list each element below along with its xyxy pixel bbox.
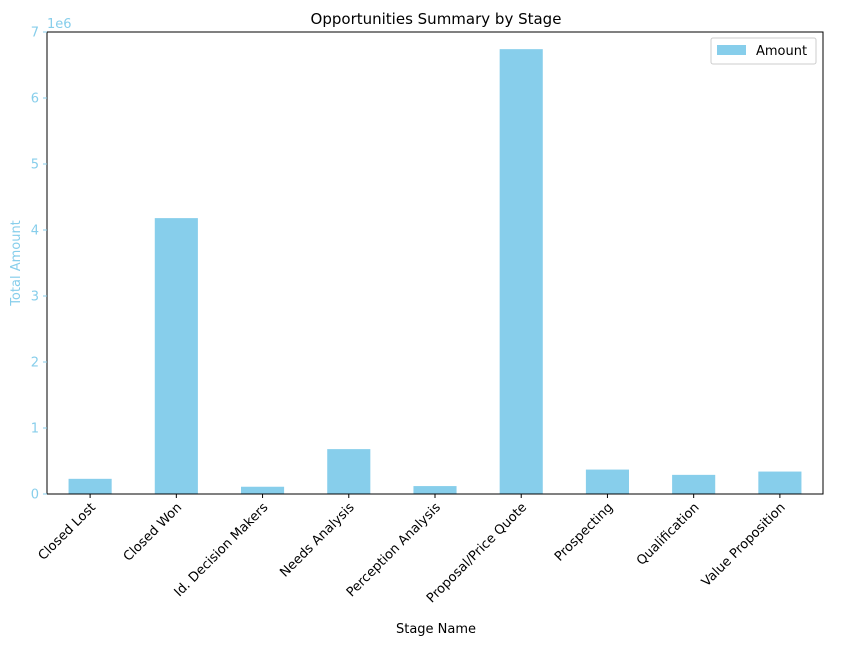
x-tick-label: Closed Won [121, 500, 185, 564]
legend: Amount [710, 37, 817, 65]
bar [585, 469, 629, 494]
x-tick-label: Id. Decision Makers [172, 500, 272, 600]
x-tick-label: Proposal/Price Quote [424, 500, 530, 606]
y-tick-label: 3 [31, 290, 39, 305]
y-tick-label: 1 [31, 422, 39, 437]
bar [758, 471, 802, 494]
x-tick-label: Prospecting [552, 500, 616, 564]
bar [241, 486, 285, 494]
y-tick-label: 2 [31, 356, 39, 371]
legend-label: Amount [756, 44, 807, 59]
bar [672, 474, 716, 494]
bar [499, 49, 543, 494]
x-tick-label: Closed Lost [36, 500, 99, 563]
bar [68, 478, 112, 494]
x-tick-label: Perception Analysis [344, 500, 444, 600]
x-tick-label: Qualification [634, 500, 703, 569]
y-axis-multiplier: 1e6 [47, 17, 72, 32]
y-tick-label: 6 [31, 92, 39, 107]
x-axis-label: Stage Name [396, 622, 476, 637]
y-tick-label: 7 [31, 26, 39, 41]
x-tick-label: Value Proposition [699, 500, 789, 590]
y-tick-label: 5 [31, 158, 39, 173]
bars [68, 49, 802, 494]
y-axis-label: Total Amount [9, 220, 24, 307]
x-tick-label: Needs Analysis [277, 500, 357, 580]
chart-title: Opportunities Summary by Stage [311, 10, 562, 28]
y-tick-label: 0 [31, 488, 39, 503]
legend-swatch [717, 45, 746, 55]
bar [154, 218, 198, 494]
y-axis-ticks: 0 1 2 3 4 5 6 7 [31, 26, 47, 503]
bar [327, 449, 371, 494]
bar [413, 486, 457, 494]
y-tick-label: 4 [31, 224, 39, 239]
legend-box [710, 37, 817, 65]
